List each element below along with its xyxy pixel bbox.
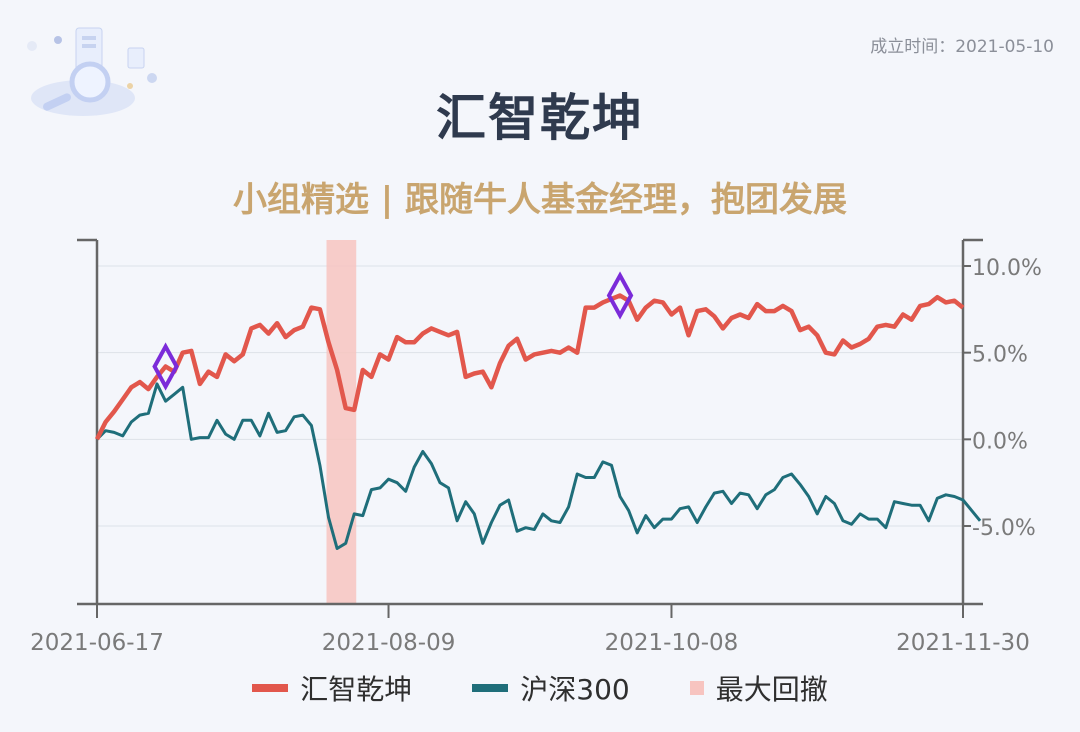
y-tick-label-2: 0.0%	[972, 429, 1028, 454]
y-tick-label-0: 10.0%	[972, 256, 1042, 281]
y-tick-label-1: 5.0%	[972, 343, 1028, 368]
x-tick-label-1: 2021-08-09	[322, 630, 456, 656]
legend-label-index: 沪深300	[520, 673, 630, 706]
legend-item-index: 沪深300	[472, 668, 630, 708]
founded-date: 成立时间：2021-05-10	[870, 37, 1054, 57]
legend-label-fund: 汇智乾坤	[300, 673, 413, 706]
series-line-fund	[94, 293, 965, 441]
x-tick-label-0: 2021-06-17	[30, 630, 164, 656]
legend-swatch-drawdown	[689, 681, 704, 695]
line-chart: 10.0% 5.0% 0.0% -5.0% 2021-06-17 2021-08-09 20…	[30, 238, 1042, 656]
legend-label-drawdown: 最大回撤	[715, 673, 828, 706]
legend-swatch-index	[472, 684, 509, 692]
peak-marker-0	[152, 342, 179, 391]
drawdown-band	[326, 240, 357, 604]
x-tick-label-2: 2021-10-08	[605, 630, 739, 656]
chart-legend: 汇智乾坤 沪深300 最大回撤	[0, 668, 1080, 708]
page-subtitle: 小组精选 | 跟随牛人基金经理，抱团发展	[232, 180, 848, 220]
legend-item-drawdown: 最大回撤	[689, 668, 828, 708]
peak-marker-1	[606, 271, 634, 320]
series-line-index	[95, 382, 982, 550]
y-tick-label-3: -5.0%	[972, 516, 1036, 541]
legend-item-fund: 汇智乾坤	[252, 668, 412, 708]
x-tick-label-3: 2021-11-30	[896, 630, 1030, 656]
magnifier-decoration-icon	[27, 27, 157, 116]
page-title: 汇智乾坤	[436, 89, 644, 147]
legend-swatch-fund	[252, 684, 289, 692]
